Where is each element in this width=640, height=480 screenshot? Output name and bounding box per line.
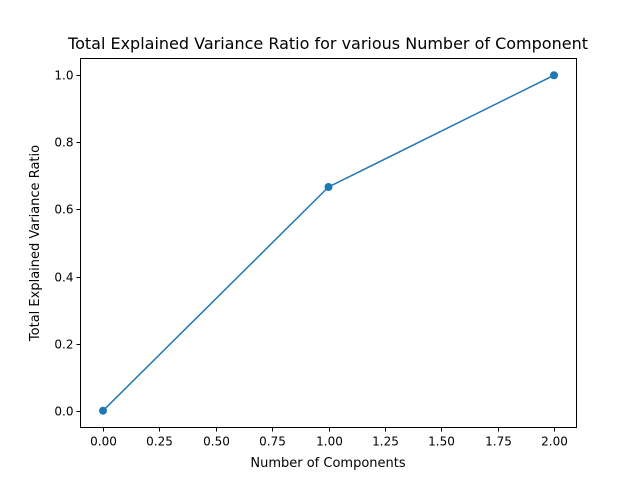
x-tick-label: 0.00 (90, 435, 117, 449)
chart-title: Total Explained Variance Ratio for vario… (67, 34, 588, 53)
y-axis-label: Total Explained Variance Ratio (28, 145, 43, 342)
y-tick-label: 1.0 (54, 69, 73, 83)
x-axis-ticks: 0.00 0.25 0.50 0.75 1.00 1.25 1.50 1.75 2.00 (90, 427, 568, 449)
x-tick-label: 1.50 (428, 435, 455, 449)
axes-frame (80, 58, 577, 428)
x-tick-label: 0.50 (203, 435, 230, 449)
x-tick-label: 1.25 (372, 435, 399, 449)
data-point (324, 183, 333, 191)
x-tick-label: 1.00 (316, 435, 343, 449)
y-tick-label: 0.6 (54, 203, 73, 217)
y-tick-label: 0.4 (54, 271, 73, 285)
series-layer (99, 71, 558, 415)
y-tick-label: 0.8 (54, 136, 73, 150)
x-tick-label: 1.75 (485, 435, 512, 449)
x-tick-label: 2.00 (541, 435, 568, 449)
y-axis-ticks: 0.0 0.2 0.4 0.6 0.8 1.0 (54, 69, 81, 419)
y-tick-label: 0.2 (54, 338, 73, 352)
plot-area: 0.00 0.25 0.50 0.75 1.00 1.25 1.50 1.75 2.00 0.0… (54, 58, 577, 449)
data-point (550, 71, 558, 80)
data-point (99, 406, 107, 415)
x-axis-label: Number of Components (250, 456, 405, 471)
y-tick-label: 0.0 (54, 405, 73, 419)
x-tick-label: 0.75 (259, 435, 286, 449)
x-tick-label: 0.25 (146, 435, 173, 449)
